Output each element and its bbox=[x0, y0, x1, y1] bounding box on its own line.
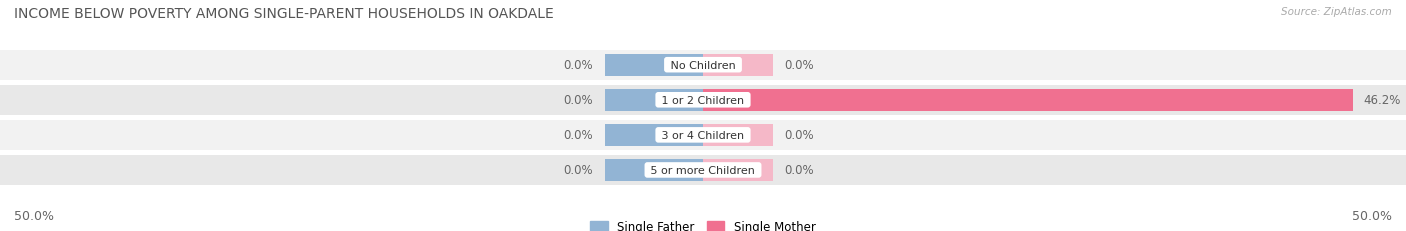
Text: 50.0%: 50.0% bbox=[14, 209, 53, 222]
Text: 0.0%: 0.0% bbox=[564, 59, 593, 72]
Bar bbox=[0, 120, 1406, 150]
Bar bbox=[0, 85, 1406, 115]
Bar bbox=[0, 51, 1406, 80]
Bar bbox=[605, 55, 703, 76]
Text: 50.0%: 50.0% bbox=[1353, 209, 1392, 222]
Text: 1 or 2 Children: 1 or 2 Children bbox=[658, 95, 748, 105]
Bar bbox=[703, 90, 1353, 111]
Text: 0.0%: 0.0% bbox=[785, 129, 814, 142]
Text: 0.0%: 0.0% bbox=[564, 164, 593, 177]
Text: 0.0%: 0.0% bbox=[785, 164, 814, 177]
Bar bbox=[703, 55, 773, 76]
Bar bbox=[605, 90, 703, 111]
Text: 0.0%: 0.0% bbox=[564, 129, 593, 142]
Text: 0.0%: 0.0% bbox=[785, 59, 814, 72]
Legend: Single Father, Single Mother: Single Father, Single Mother bbox=[585, 216, 821, 231]
Text: 3 or 4 Children: 3 or 4 Children bbox=[658, 130, 748, 140]
Text: Source: ZipAtlas.com: Source: ZipAtlas.com bbox=[1281, 7, 1392, 17]
Bar bbox=[0, 155, 1406, 185]
Text: 46.2%: 46.2% bbox=[1364, 94, 1402, 107]
Bar bbox=[605, 159, 703, 181]
Text: 0.0%: 0.0% bbox=[564, 94, 593, 107]
Text: INCOME BELOW POVERTY AMONG SINGLE-PARENT HOUSEHOLDS IN OAKDALE: INCOME BELOW POVERTY AMONG SINGLE-PARENT… bbox=[14, 7, 554, 21]
Bar bbox=[703, 125, 773, 146]
Text: No Children: No Children bbox=[666, 61, 740, 70]
Text: 5 or more Children: 5 or more Children bbox=[647, 165, 759, 175]
Bar bbox=[703, 159, 773, 181]
Bar bbox=[605, 125, 703, 146]
